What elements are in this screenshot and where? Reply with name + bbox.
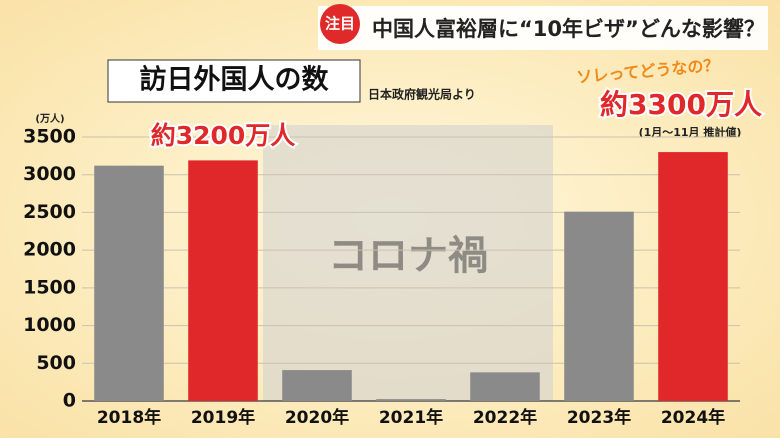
chart-title: 訪日外国人の数 — [140, 64, 330, 96]
y-tick-label: 2000 — [23, 239, 76, 261]
value-label: 約3300万人 — [600, 88, 762, 121]
covid-region — [263, 125, 553, 401]
y-tick-label: 1500 — [23, 276, 76, 298]
x-tick-label: 2024年 — [661, 407, 725, 428]
y-tick-label: 500 — [36, 352, 76, 374]
headline-bar — [318, 6, 768, 50]
headline: 中国人富裕層に“10年ビザ”どんな影響？ — [372, 17, 765, 41]
value-label: 約3200万人 — [151, 121, 296, 150]
title-box — [107, 59, 361, 103]
note-2024: (1月～11月 推計値) — [639, 125, 742, 139]
y-unit: (万人) — [35, 112, 64, 125]
source: 日本政府観光局より — [368, 87, 476, 102]
bar — [658, 152, 728, 401]
y-tick-label: 1000 — [23, 314, 76, 336]
x-tick-label: 2021年 — [379, 407, 443, 428]
covid-label: コロナ禍 — [328, 233, 488, 279]
x-tick-label: 2019年 — [191, 407, 255, 428]
x-tick-label: 2023年 — [567, 407, 631, 428]
bar — [470, 372, 540, 401]
y-tick-label: 3000 — [23, 163, 76, 185]
y-tick-label: 0 — [63, 390, 76, 412]
y-tick-label: 3500 — [23, 126, 76, 148]
bar — [564, 211, 634, 401]
bar — [282, 370, 352, 401]
badge — [320, 4, 360, 44]
x-tick-label: 2020年 — [285, 407, 349, 428]
bar — [376, 399, 446, 401]
badge-text: 注目 — [325, 15, 355, 33]
bar — [94, 165, 164, 401]
x-tick-label: 2018年 — [97, 407, 161, 428]
x-tick-label: 2022年 — [473, 407, 537, 428]
bar — [188, 160, 258, 401]
y-tick-label: 2500 — [23, 201, 76, 223]
